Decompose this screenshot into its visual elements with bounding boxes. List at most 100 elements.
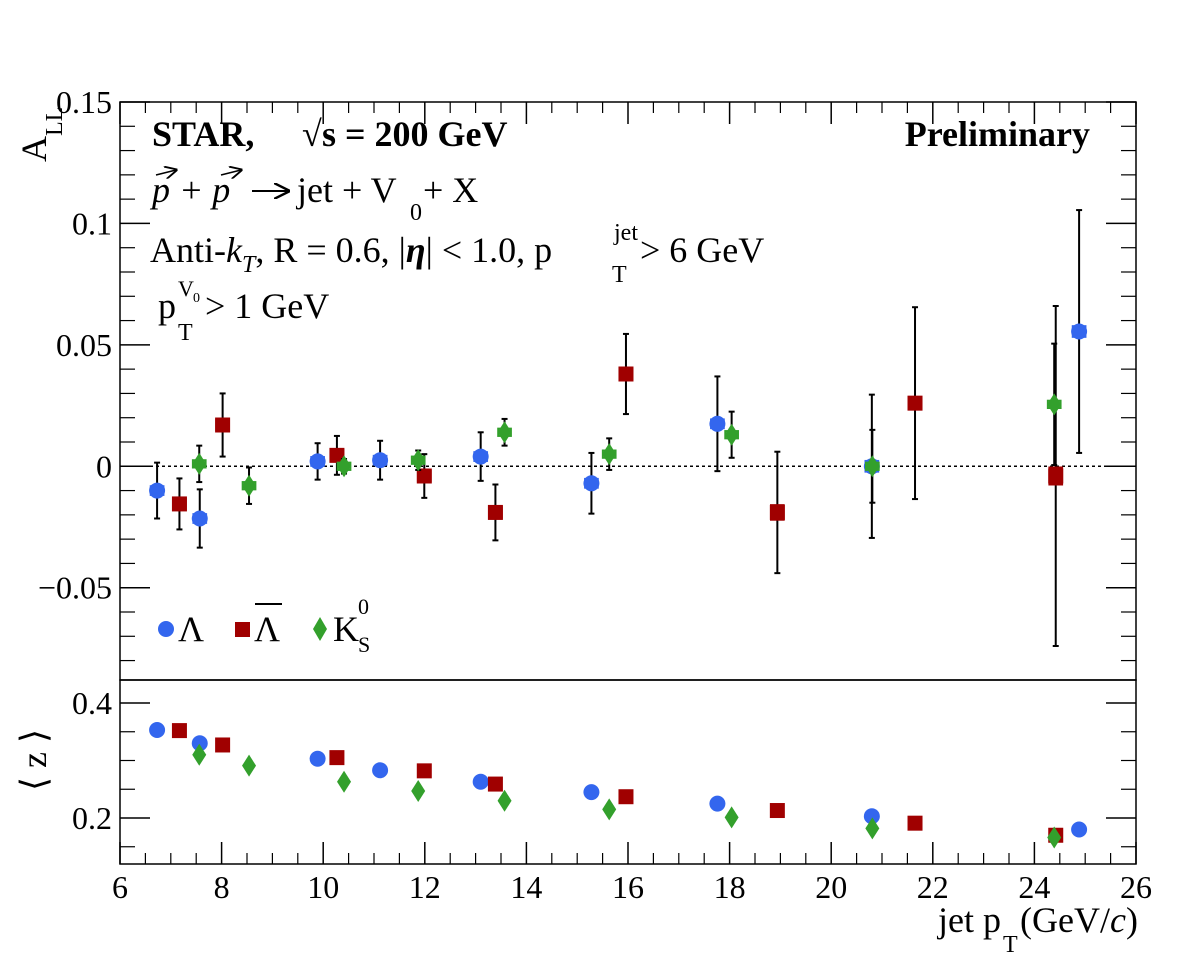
y-top-tick-label: 0.15 [56, 84, 112, 120]
x-label-unit: (GeV/c) [1020, 900, 1138, 940]
legend-marker-k0s [313, 617, 327, 641]
point-k0s [724, 423, 739, 446]
z-point-k0s [1047, 826, 1062, 849]
x-label-main: jet p [936, 900, 1001, 940]
z-point-lambda [149, 722, 166, 739]
reaction-lhs: p + p [149, 170, 230, 210]
point-lambda [472, 448, 489, 465]
point-antilambda [618, 366, 634, 382]
cuts-k: k [226, 230, 243, 270]
cuts-c: | < 1.0, p [426, 230, 553, 270]
z-point-k0s [411, 779, 426, 802]
x-tick-label: 14 [510, 869, 542, 905]
y-top-tick-label: 0.05 [56, 327, 112, 363]
point-k0s [497, 421, 512, 444]
x-tick-label: 18 [714, 869, 746, 905]
x-tick-label: 16 [612, 869, 644, 905]
cuts-t-sub: T [612, 262, 627, 288]
x-label-sub: T [1003, 932, 1018, 958]
point-lambda [309, 453, 326, 470]
cut2-sup-sub: 0 [193, 291, 200, 306]
z-point-lambda [709, 795, 726, 812]
reaction-label: p + p jet + V 0 + X [149, 170, 478, 226]
preliminary-label: Preliminary [905, 114, 1090, 154]
vector-arrow-icon [155, 170, 176, 175]
x-tick-label: 22 [917, 869, 949, 905]
z-point-k0s [602, 798, 617, 821]
point-antilambda [769, 504, 785, 520]
top-panel-frame [119, 101, 1137, 681]
cuts-jet-sup: jet [613, 220, 638, 246]
bottom-panel-frame [119, 679, 1137, 865]
z-point-k0s [724, 806, 739, 829]
point-lambda [149, 482, 166, 499]
cuts-b: , R = 0.6, | [255, 230, 406, 270]
series-k0s [191, 342, 1062, 849]
point-lambda [1071, 323, 1088, 340]
point-antilambda [487, 504, 503, 520]
x-tick-label: 8 [214, 869, 230, 905]
x-tick-label: 26 [1120, 869, 1152, 905]
x-tick-label: 10 [307, 869, 339, 905]
legend-marker-lambda [158, 621, 174, 637]
legend-marker-antilambda [235, 622, 250, 637]
z-point-antilambda [171, 723, 187, 739]
z-point-k0s [497, 789, 512, 812]
z-point-antilambda [907, 815, 923, 831]
z-point-antilambda [416, 763, 432, 779]
axis-tick-labels: 6 8 10 12 14 16 18 20 22 24 26 −0.05 0 0.05 0.1 0.15 0.2… [38, 84, 1152, 905]
y-top-tick-label: −0.05 [38, 570, 112, 606]
x-label-unit-a: (GeV/ [1020, 900, 1110, 940]
z-point-k0s [337, 770, 352, 793]
z-point-k0s [192, 743, 207, 766]
x-label-unit-c: c [1110, 900, 1126, 940]
x-axis-label: jet p T (GeV/c) [936, 900, 1138, 958]
z-point-antilambda [215, 737, 231, 753]
y-top-tick-label: 0 [96, 448, 112, 484]
z-point-lambda [191, 735, 208, 752]
point-antilambda [215, 417, 231, 433]
x-tick-label: 20 [815, 869, 847, 905]
experiment-label: STAR, [152, 114, 254, 154]
point-lambda [372, 452, 389, 469]
z-point-k0s [865, 817, 880, 840]
data-marks [149, 209, 1088, 849]
cut2-sub: T [178, 320, 193, 346]
reaction-tail: + X [423, 170, 478, 210]
point-antilambda [1048, 468, 1064, 484]
legend-label-k0s-sub: S [358, 632, 370, 657]
legend: Λ Λ K 0 S [158, 594, 370, 657]
point-antilambda [329, 447, 345, 463]
y-label-top-sub: LL [42, 107, 68, 136]
z-point-lambda [583, 784, 600, 801]
sqrt-symbol: √ [302, 114, 322, 154]
y-axis-label-top: A LL [14, 107, 68, 162]
point-k0s [192, 452, 207, 475]
legend-label-k0s-sup: 0 [358, 594, 369, 619]
point-k0s [1047, 393, 1062, 416]
x-tick-label: 24 [1018, 869, 1050, 905]
point-lambda [709, 415, 726, 432]
point-lambda [191, 510, 208, 527]
point-antilambda [171, 496, 187, 512]
point-lambda [583, 475, 600, 492]
reaction-sub: 0 [410, 200, 422, 226]
axis-ticks [119, 101, 1137, 864]
z-point-lambda [472, 773, 489, 790]
series-antilambda [171, 305, 1064, 843]
z-point-antilambda [769, 803, 785, 819]
point-antilambda [907, 395, 923, 411]
point-k0s [242, 474, 257, 497]
point-k0s [337, 455, 352, 478]
legend-label-antilambda: Λ [254, 609, 280, 649]
x-tick-label: 6 [112, 869, 128, 905]
y-bottom-tick-label: 0.4 [72, 685, 112, 721]
z-point-lambda [1071, 821, 1088, 838]
x-label-unit-b: ) [1126, 900, 1138, 940]
cuts-d: > 6 GeV [640, 230, 764, 270]
point-k0s [865, 455, 880, 478]
cuts-eta: η [406, 230, 426, 270]
y-axis-label-bottom: ⟨ z ⟩ [14, 729, 54, 791]
